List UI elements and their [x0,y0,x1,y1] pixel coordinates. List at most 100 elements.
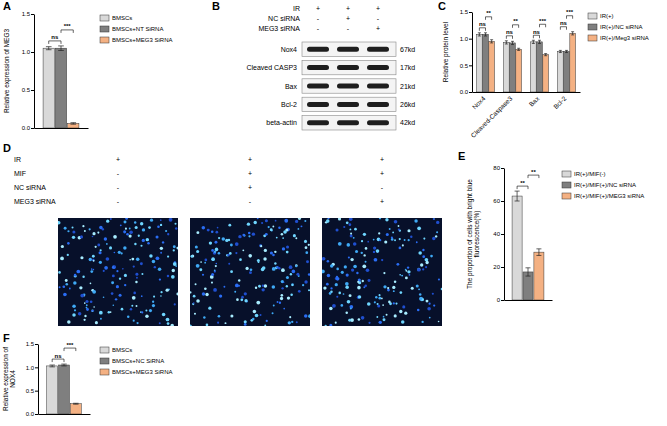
cell-dot [66,283,69,286]
band-label: beta-actin [266,119,297,126]
cell-dot [154,266,156,268]
cell-dot [362,264,366,268]
cell-dot [291,284,293,286]
cell-dot [432,293,434,295]
cell-dot [398,225,400,227]
y-axis: 0.00.51.01.5 [22,11,35,131]
cell-dot [422,255,425,258]
cell-dot [293,234,296,237]
significance-label: *** [66,342,74,348]
cell-dot [260,314,262,316]
legend-swatch [100,347,109,353]
tick-label: 1.5 [26,341,35,347]
cell-dot [222,237,225,240]
cell-dot [407,270,410,273]
cell-dot [73,281,76,284]
cell-dot [108,311,110,313]
cell-dot [67,320,71,324]
cell-dot [290,294,293,297]
cell-dot [124,274,127,277]
cell-dot [265,219,268,222]
cell-dot [121,308,124,311]
cell-dot [353,265,357,269]
cell-dot [335,283,338,286]
cell-dot [407,229,410,232]
cell-dot [192,303,194,305]
cell-dot [327,260,330,263]
cell-dot [142,228,145,231]
cell-dot [215,265,217,267]
cell-dot [93,306,95,308]
cell-dot [196,231,199,234]
cell-dot [436,221,439,224]
cell-dot [343,293,345,295]
cell-dot [64,227,67,230]
cell-dot [414,219,417,222]
y-axis-title: The proportion of cells with bright blue… [466,179,481,289]
cell-dot [217,322,219,324]
cell-dot [82,225,84,227]
cell-dot [355,250,358,253]
error-bar [511,41,514,44]
cell-dot [241,296,244,299]
cell-dot [322,257,325,261]
figure: 0.00.51.01.5Relative expression of MEG3B… [0,0,667,426]
cell-dot [394,281,397,284]
cell-dot [190,324,192,326]
blot-panel: IR+++NC siRNA-+-MEG3 siRNA--+Nox467kdCle… [246,5,415,130]
cell-dot [329,292,332,295]
significance-label: *** [539,18,547,24]
cell-dot [95,246,97,248]
cell-dot [305,246,308,249]
condition-mark: + [380,156,384,163]
cell-dot [338,218,341,221]
tick: 1.5 [26,341,38,347]
legend-swatch [562,182,571,188]
cell-dot [289,265,293,269]
significance-label: ns [506,29,514,35]
tick-label: Bax [528,94,541,107]
cell-dot [363,254,365,256]
cell-dot [195,245,198,248]
cell-dot [120,224,122,226]
blot-band [367,65,389,70]
cell-dot [262,288,265,291]
cell-dot [62,285,65,288]
cell-dot [336,296,338,298]
cell-dot [330,264,334,268]
cell-dot [374,258,378,262]
cell-dot [229,252,232,255]
condition-mark: - [317,25,320,32]
tick: Bcl-2 [552,95,568,111]
tick-label: 0.5 [26,388,35,394]
cell-dot [60,257,64,261]
cell-dot [160,219,162,221]
bar [543,55,549,92]
cell-dot [270,228,273,231]
cell-dot [428,303,430,305]
cell-dot [358,295,361,298]
cell-dot [373,246,376,249]
tick-label: 40 [493,231,500,237]
cell-dot [160,247,163,250]
cell-dot [86,304,88,306]
cell-dot [249,271,252,274]
cell-dot [111,292,114,295]
cell-dot [394,220,398,224]
cell-dot [379,321,382,324]
cell-dot [131,305,133,307]
cell-dot [132,296,136,300]
cell-dot [114,266,116,268]
cell-dot [386,314,388,316]
cell-dot [59,286,61,288]
tick: 80 [493,165,504,171]
bar [516,49,522,92]
cell-dot [350,307,352,309]
cell-dot [190,291,192,293]
legend-label: BMSCs+NT SiRNA [112,26,163,32]
blot-frame [302,79,396,93]
cell-dot [325,325,327,326]
legend-swatch [100,15,109,21]
cell-dot [290,273,292,275]
cell-dot [76,270,80,274]
